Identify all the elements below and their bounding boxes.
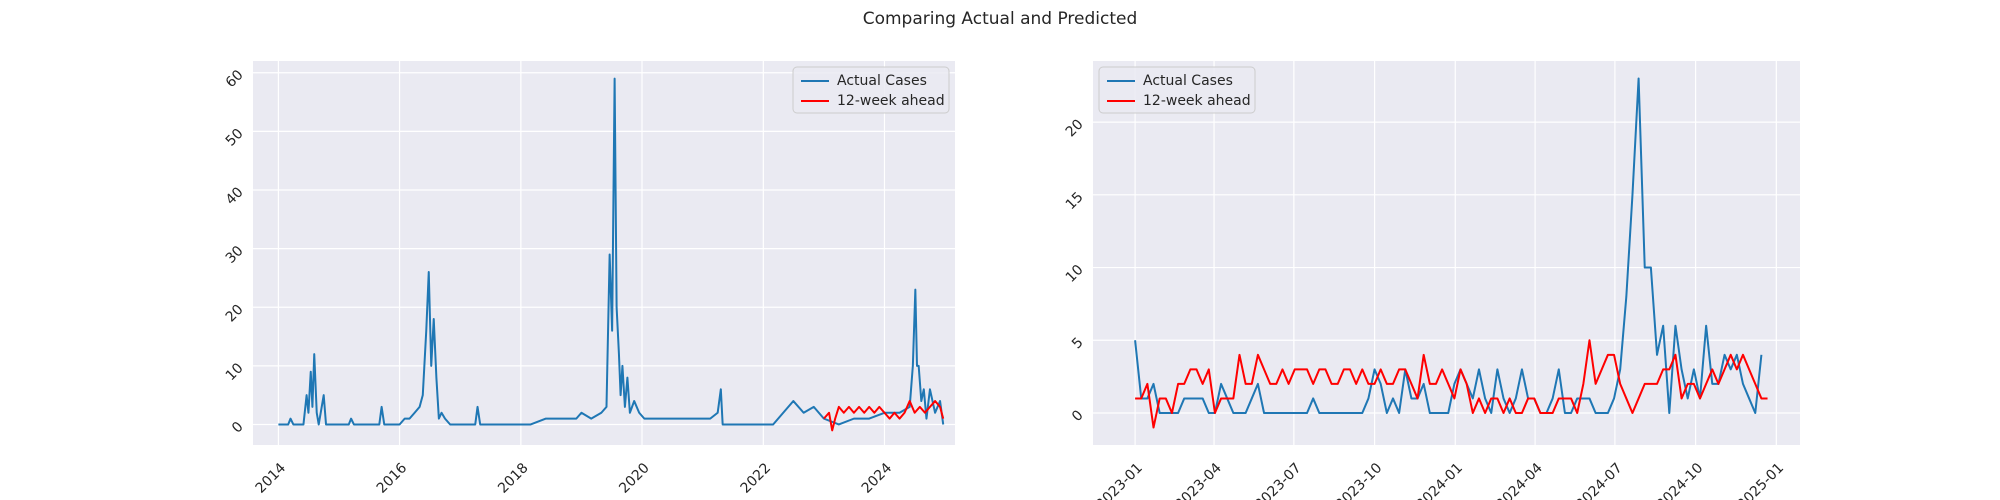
x-tick-label: 2014	[253, 460, 290, 497]
prediction-line	[1135, 339, 1768, 429]
y-tick-label: 40	[223, 184, 247, 208]
y-tick-label: 20	[223, 302, 247, 326]
legend: Actual Cases 12-week ahead	[1098, 66, 1256, 114]
y-tick-label: 0	[229, 419, 247, 437]
x-tick-label: 2024-07	[1573, 460, 1626, 500]
legend-box	[1098, 66, 1256, 114]
y-tick-label: 0	[1069, 407, 1087, 425]
legend-label: Actual Cases	[837, 73, 927, 89]
x-tick-label: 2024-04	[1493, 460, 1546, 500]
figure-title: Comparing Actual and Predicted	[863, 9, 1138, 29]
plot-background	[1093, 61, 1800, 445]
x-tick-label: 2020	[616, 460, 653, 497]
legend-box	[792, 66, 950, 114]
legend: Actual Cases 12-week ahead	[792, 66, 950, 114]
plot-background	[253, 61, 955, 445]
y-tick-label: 15	[1063, 189, 1087, 213]
x-tick-label: 2023-10	[1333, 460, 1386, 500]
x-tick-label: 2023-07	[1252, 460, 1305, 500]
y-tick-label: 20	[1063, 116, 1087, 140]
x-tick-label: 2024-01	[1413, 460, 1466, 500]
x-tick-label: 2016	[374, 460, 411, 497]
x-tick-label: 2018	[495, 460, 532, 497]
y-tick-label: 30	[223, 243, 247, 267]
y-tick-label: 10	[1063, 262, 1087, 286]
actual-cases-line	[278, 77, 945, 426]
legend-label: 12-week ahead	[837, 93, 945, 109]
legend-label: 12-week ahead	[1143, 93, 1251, 109]
y-tick-label: 60	[223, 67, 247, 91]
y-tick-label: 10	[223, 360, 247, 384]
y-tick-label: 50	[223, 126, 247, 150]
x-tick-label: 2025-01	[1734, 460, 1787, 500]
x-tick-label: 2022	[738, 460, 775, 497]
right-chart-axes: 2023-01 2023-04 2023-07 2023-10 2024-01 2024-…	[1063, 61, 1800, 500]
y-tick-label: 5	[1069, 335, 1087, 353]
prediction-line	[823, 400, 945, 432]
actual-cases-line	[1134, 77, 1763, 414]
left-chart-axes: 2014 2016 2018 2020 2022 2024 0 10 20 30 40 50 60 Act…	[223, 61, 955, 497]
x-tick-label: 2024-10	[1654, 460, 1707, 500]
legend-label: Actual Cases	[1143, 73, 1233, 89]
x-tick-label: 2023-04	[1172, 460, 1225, 500]
x-tick-label: 2024	[859, 460, 896, 497]
x-tick-label: 2023-01	[1093, 460, 1146, 500]
